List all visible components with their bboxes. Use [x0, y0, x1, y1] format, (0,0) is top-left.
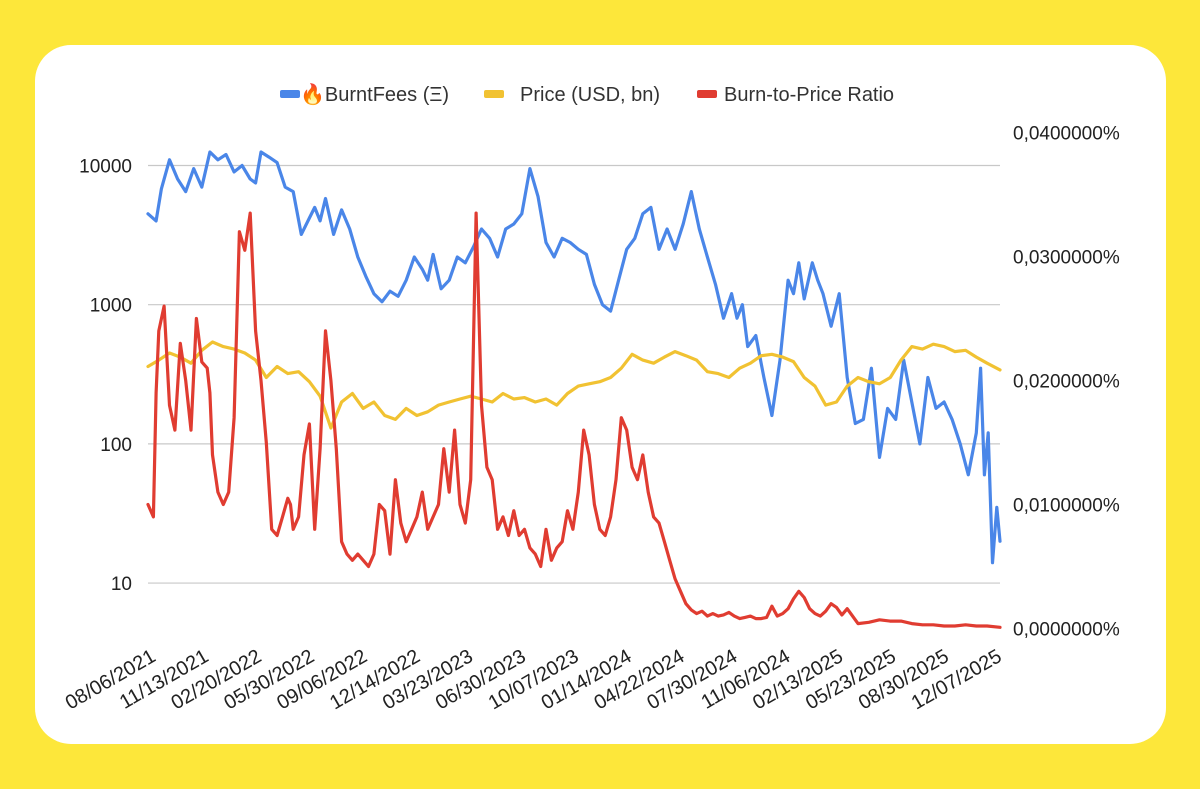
- legend-label: Price (USD, bn): [520, 84, 660, 106]
- series-line-1: [146, 150, 1002, 565]
- right-tick-label: 0,0200000%: [1013, 371, 1120, 392]
- series-line-2: [146, 340, 1002, 430]
- left-axis-ticks: 10 100 1000 10000: [79, 157, 132, 596]
- right-tick-label: 0,0100000%: [1013, 496, 1120, 517]
- right-axis-ticks: 0,0000000% 0,0100000% 0,0200000% 0,0300000%…: [1013, 123, 1120, 640]
- left-tick-label: 10: [111, 574, 132, 595]
- left-tick-label: 1000: [90, 296, 132, 317]
- legend: 🔥BurntFees (Ξ) Price (USD, bn) Burn-to-Pri…: [280, 82, 894, 106]
- legend-swatch: [484, 90, 504, 98]
- x-axis-ticks: 08/06/202111/13/202102/20/202205/30/2022…: [62, 645, 1006, 714]
- legend-label: Burn-to-Price Ratio: [724, 84, 894, 106]
- right-tick-label: 0,0400000%: [1013, 123, 1120, 144]
- legend-label: 🔥BurntFees (Ξ): [300, 82, 449, 106]
- left-tick-label: 100: [100, 435, 132, 456]
- right-tick-label: 0,0000000%: [1013, 620, 1120, 641]
- gridlines: [148, 164, 1000, 584]
- left-tick-label: 10000: [79, 157, 132, 178]
- legend-swatch: [280, 90, 300, 98]
- right-tick-label: 0,0300000%: [1013, 247, 1120, 268]
- legend-swatch: [697, 90, 717, 98]
- series-line-3: [146, 211, 1002, 629]
- series-lines: [146, 150, 1002, 629]
